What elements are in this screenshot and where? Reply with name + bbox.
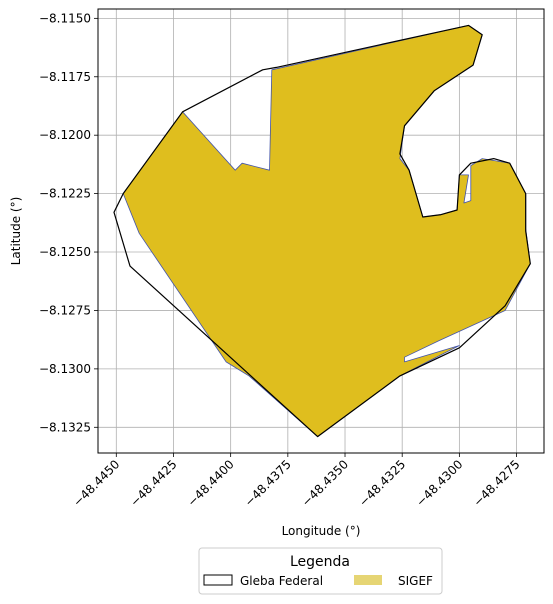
y-tick-label-4: −8.1250 [39,245,91,259]
legend-swatch-gleba-federal [203,574,233,586]
map-layers [113,24,531,438]
y-tick-label-7: −8.1325 [39,420,91,434]
axes-frame [97,8,545,454]
y-tick-label-3: −8.1225 [39,187,91,201]
polygon-gleba-federal [113,24,531,438]
legend-title: Legenda [290,554,350,570]
y-tick-label-2: −8.1200 [39,128,91,142]
y-tick-label-0: −8.1150 [39,11,91,25]
legend-label-gleba-federal: Gleba Federal [240,574,323,588]
y-tick-label-1: −8.1175 [39,70,91,84]
legend-swatch-sigef [354,575,382,585]
legend-label-sigef: SIGEF [398,574,433,588]
x-axis-label: Longitude (°) [282,524,361,538]
y-tick-label-6: −8.1300 [39,362,91,376]
legend: Legenda Gleba Federal SIGEF [198,547,443,595]
y-tick-label-5: −8.1275 [39,303,91,317]
y-axis-label: Latitude (°) [9,197,23,266]
